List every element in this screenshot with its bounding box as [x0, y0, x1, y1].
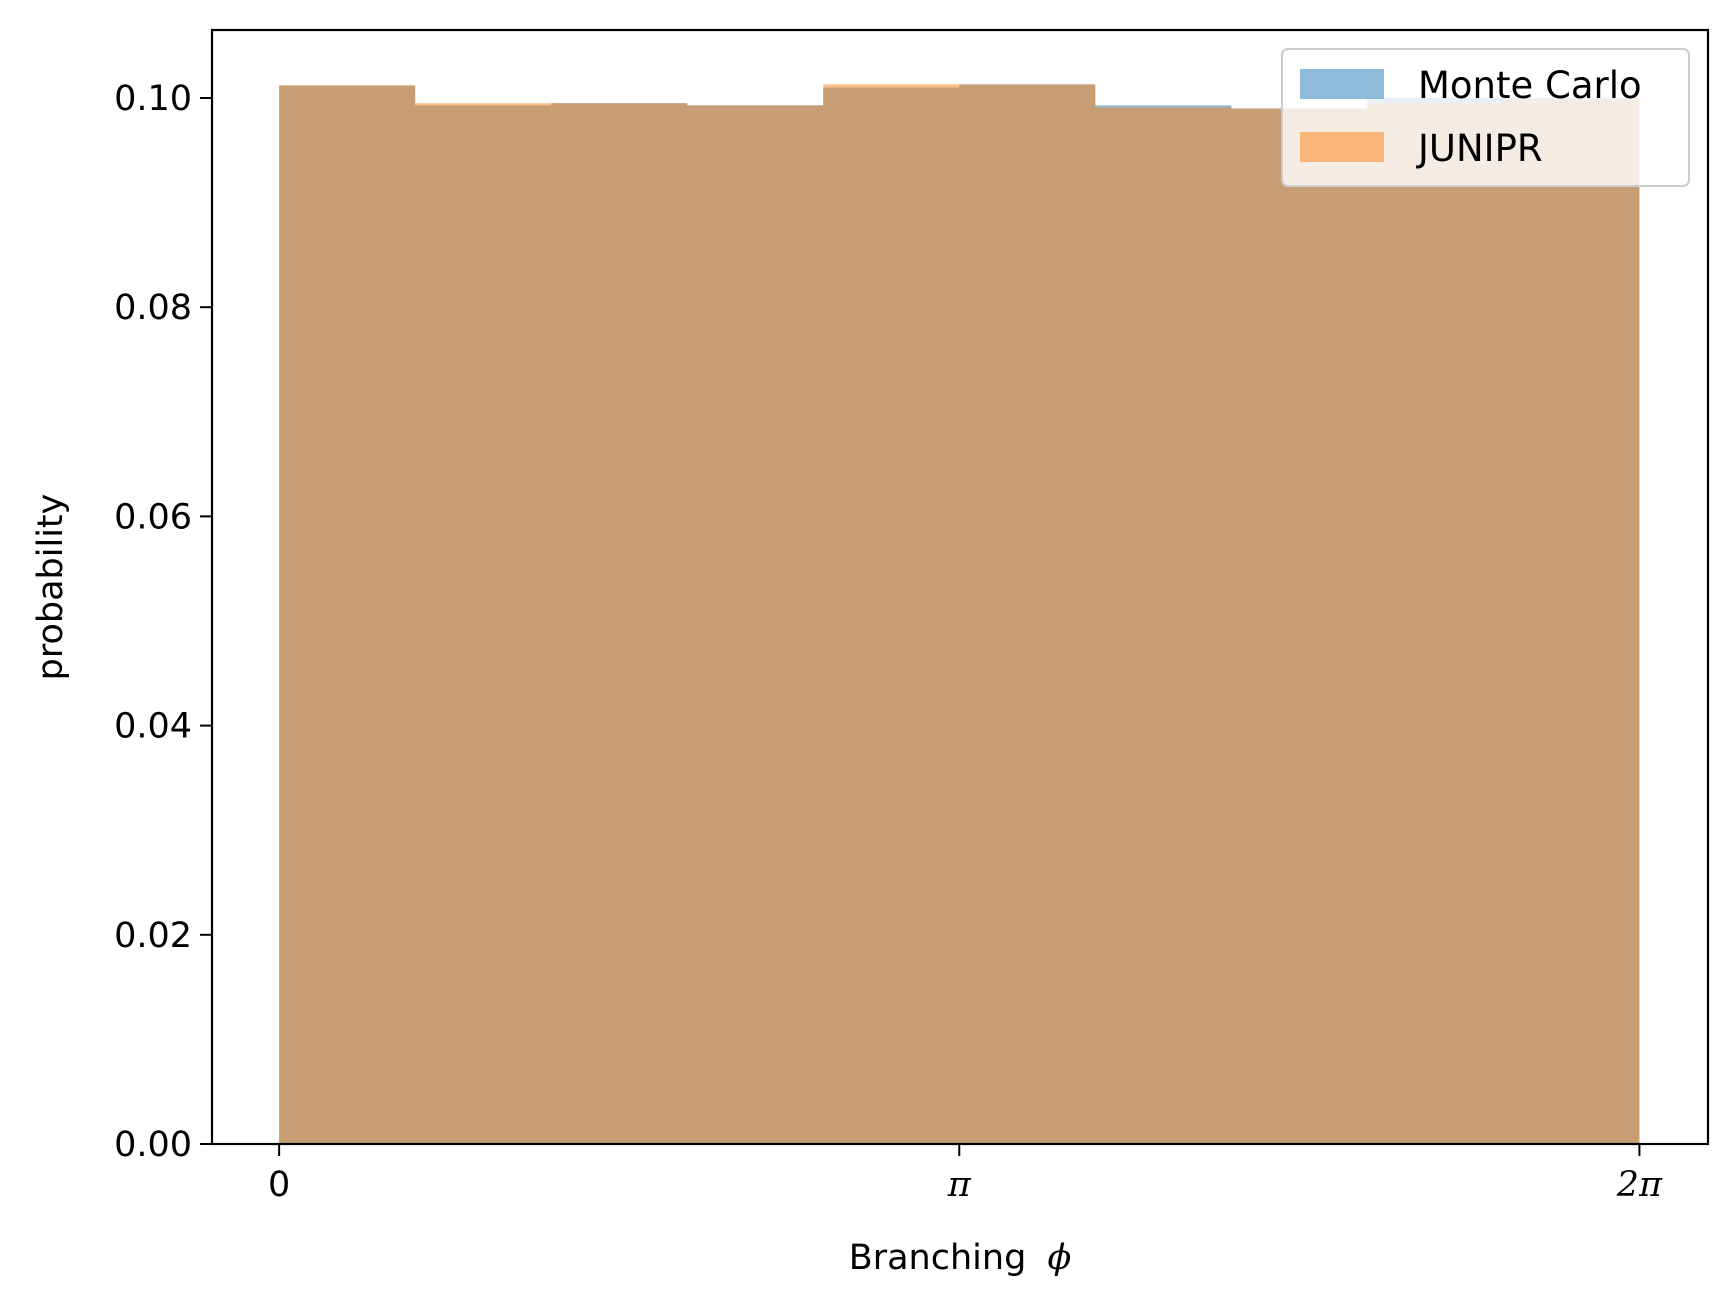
series-2-bar-2: [415, 103, 552, 1144]
legend-label-2: JUNIPR: [1416, 127, 1543, 170]
legend-swatch-1: [1300, 69, 1384, 99]
y-tick-label-5: 0.08: [114, 288, 192, 328]
bars-layer: [279, 84, 1640, 1145]
x-tick-label-2: π: [947, 1165, 972, 1205]
series-2-bar-1: [279, 85, 416, 1145]
series-2-bar-5: [823, 84, 960, 1145]
y-tick-label-6: 0.10: [114, 79, 192, 119]
x-tick-label-1: 0: [268, 1165, 290, 1205]
x-tick-label-3: 2π: [1616, 1165, 1663, 1205]
x-axis-label-text: Branching: [849, 1238, 1027, 1278]
series-2-bar-9: [1367, 103, 1504, 1144]
series-2-bar-10: [1503, 99, 1640, 1144]
series-2-bar-6: [959, 84, 1096, 1145]
y-tick-label-2: 0.02: [114, 916, 192, 956]
series-2-bars: [279, 84, 1640, 1145]
y-tick-label-1: 0.00: [114, 1125, 192, 1165]
y-tick-label-4: 0.06: [114, 497, 192, 537]
ticks-layer: 0.00 0.02 0.04 0.06 0.08 0.10 0 π 2π: [114, 79, 1663, 1205]
legend: Monte Carlo JUNIPR: [1281, 48, 1690, 187]
series-2-bar-3: [551, 103, 688, 1144]
legend-label-1: Monte Carlo: [1418, 64, 1642, 107]
series-2-bar-7: [1095, 107, 1232, 1145]
y-tick-label-3: 0.04: [114, 707, 192, 747]
legend-swatch-2: [1300, 132, 1384, 162]
series-2-bar-4: [687, 105, 824, 1145]
legend-items: Monte Carlo JUNIPR: [1300, 64, 1642, 170]
series-2-bar-8: [1231, 108, 1368, 1145]
x-axis-label: Branching ϕ: [849, 1238, 1072, 1278]
y-axis-label: probability: [31, 494, 71, 681]
x-axis-label-symbol: ϕ: [1047, 1238, 1071, 1278]
